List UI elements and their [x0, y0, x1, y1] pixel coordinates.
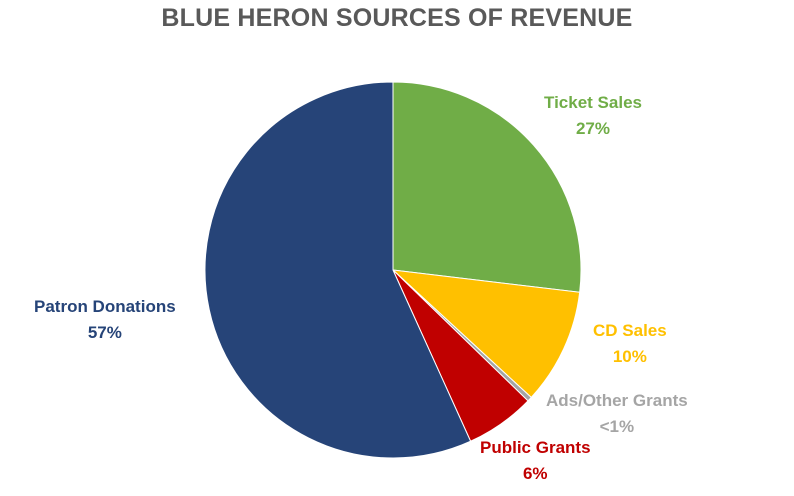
label-name: Patron Donations	[34, 297, 176, 316]
label-value: 10%	[612, 347, 647, 366]
label-value: 57%	[87, 323, 122, 342]
label-ticket-sales: Ticket Sales 27%	[544, 90, 642, 142]
label-patron-donations: Patron Donations 57%	[34, 294, 176, 346]
label-name: Ads/Other Grants	[546, 391, 688, 410]
pie-slice-ticket-sales	[392, 81, 582, 293]
pie-slice-patron-donations	[204, 81, 472, 459]
label-name: CD Sales	[593, 321, 667, 340]
label-value: <1%	[599, 417, 635, 436]
label-value: 6%	[522, 464, 548, 483]
pie-slice-cd-sales	[391, 269, 581, 399]
label-name: Ticket Sales	[544, 93, 642, 112]
chart-title: BLUE HERON SOURCES OF REVENUE	[161, 4, 633, 32]
label-public-grants: Public Grants 6%	[480, 435, 591, 487]
label-value: 27%	[575, 119, 610, 138]
label-ads-other-grants: Ads/Other Grants <1%	[546, 388, 688, 440]
label-cd-sales: CD Sales 10%	[593, 318, 667, 370]
label-name: Public Grants	[480, 438, 591, 457]
